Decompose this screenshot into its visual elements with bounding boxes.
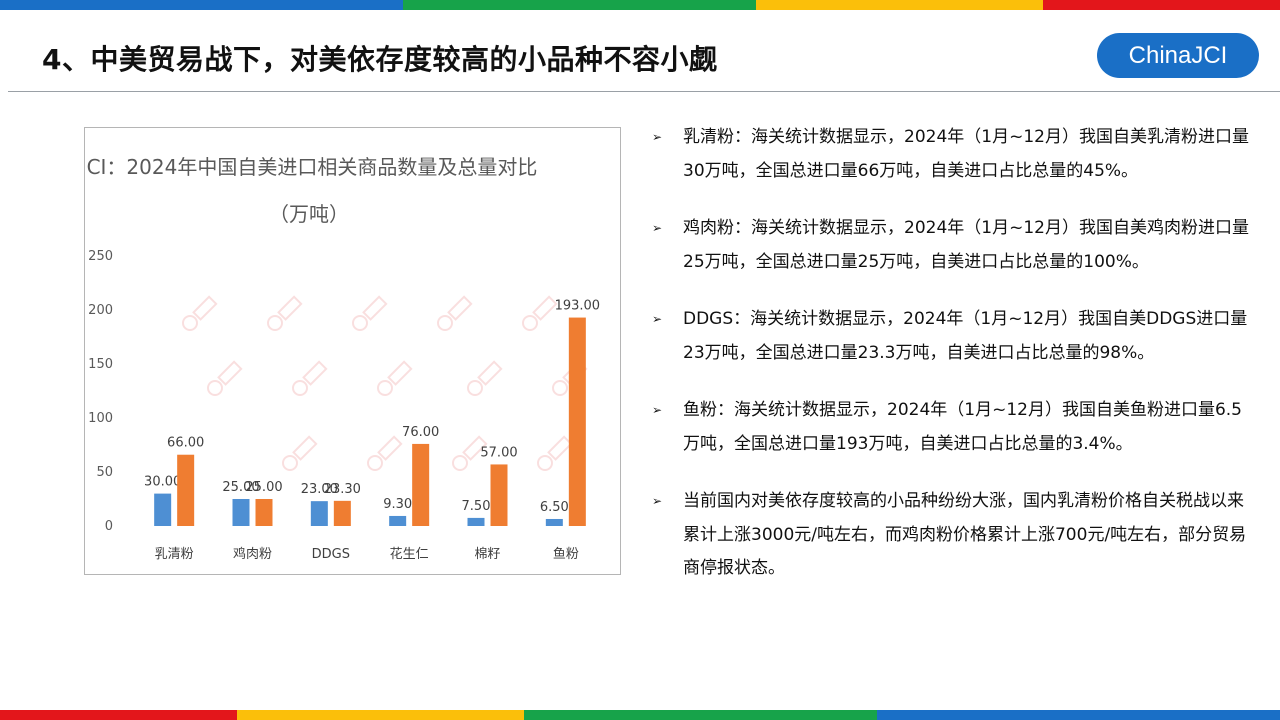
y-tick-label: 150 bbox=[88, 357, 113, 372]
watermark-mark bbox=[452, 435, 488, 471]
x-category-label: 鱼粉 bbox=[553, 546, 579, 562]
brand-badge: ChinaJCI bbox=[1097, 33, 1259, 78]
watermark-mark bbox=[182, 295, 218, 331]
bar bbox=[310, 501, 328, 526]
bar bbox=[545, 518, 563, 526]
bullet-whey: ➢ 乳清粉：海关统计数据显示，2024年（1月~12月）我国自美乳清粉进口量30… bbox=[652, 121, 1252, 188]
bar bbox=[568, 317, 586, 526]
bullet-fishmeal: ➢ 鱼粉：海关统计数据显示，2024年（1月~12月）我国自美鱼粉进口量6.5万… bbox=[652, 394, 1252, 461]
bar bbox=[467, 517, 485, 526]
y-tick-label: 250 bbox=[88, 249, 113, 264]
x-category-label: DDGS bbox=[312, 547, 350, 562]
chart-title: JCI：2024年中国自美进口相关商品数量及总量对比 bbox=[85, 155, 537, 179]
bullet-arrow-icon: ➢ bbox=[652, 221, 663, 235]
x-category-label: 棉籽 bbox=[474, 547, 500, 562]
watermark-mark bbox=[522, 295, 558, 331]
watermark-mark bbox=[377, 360, 413, 396]
chart-subtitle: （万吨） bbox=[269, 202, 349, 226]
data-label: 7.50 bbox=[462, 499, 491, 514]
stripe-blue bbox=[0, 0, 403, 10]
bullet-arrow-icon: ➢ bbox=[652, 494, 663, 508]
data-label: 6.50 bbox=[540, 500, 569, 515]
watermark-mark bbox=[282, 435, 318, 471]
bar bbox=[490, 464, 508, 526]
x-category-label: 鸡肉粉 bbox=[233, 546, 272, 562]
y-axis: 0 50 100 150 200 250 bbox=[88, 249, 113, 534]
bullet-list: ➢ 乳清粉：海关统计数据显示，2024年（1月~12月）我国自美乳清粉进口量30… bbox=[652, 121, 1252, 586]
stripe-red bbox=[0, 710, 237, 720]
bullet-arrow-icon: ➢ bbox=[652, 312, 663, 326]
stripe-blue bbox=[877, 710, 1280, 720]
bottom-color-stripe bbox=[0, 710, 1280, 720]
title-divider bbox=[8, 91, 1280, 92]
stripe-yellow bbox=[756, 0, 1043, 10]
chart-panel: JCI：2024年中国自美进口相关商品数量及总量对比 （万吨） 0 50 100 15… bbox=[84, 127, 621, 575]
bar-chart: JCI：2024年中国自美进口相关商品数量及总量对比 （万吨） 0 50 100 15… bbox=[85, 155, 600, 562]
bullet-text: 鸡肉粉：海关统计数据显示，2024年（1月~12月）我国自美鸡肉粉进口量25万吨… bbox=[683, 218, 1249, 272]
bar bbox=[412, 443, 430, 526]
watermark-mark bbox=[437, 295, 473, 331]
stripe-red bbox=[1043, 0, 1280, 10]
data-label: 25.00 bbox=[245, 480, 282, 495]
y-tick-label: 50 bbox=[96, 465, 113, 480]
x-category-label: 乳清粉 bbox=[155, 547, 194, 562]
watermark-mark bbox=[292, 360, 328, 396]
data-label: 23.00 bbox=[301, 482, 338, 497]
bar bbox=[389, 515, 407, 526]
stripe-green bbox=[403, 0, 756, 10]
bar bbox=[232, 499, 250, 526]
bullet-text: 乳清粉：海关统计数据显示，2024年（1月~12月）我国自美乳清粉进口量30万吨… bbox=[683, 127, 1249, 181]
watermark-mark bbox=[367, 435, 403, 471]
data-label: 25.00 bbox=[222, 480, 259, 495]
data-label: 66.00 bbox=[167, 436, 204, 451]
stripe-green bbox=[524, 710, 877, 720]
bar bbox=[154, 493, 172, 526]
y-tick-label: 200 bbox=[88, 303, 113, 318]
bar bbox=[177, 454, 195, 526]
bar bbox=[255, 499, 273, 526]
bullet-arrow-icon: ➢ bbox=[652, 130, 663, 144]
watermark-layer bbox=[182, 295, 588, 471]
page-title: 4、中美贸易战下，对美依存度较高的小品种不容小觑 bbox=[42, 43, 718, 76]
watermark-mark bbox=[207, 360, 243, 396]
y-tick-label: 100 bbox=[88, 411, 113, 426]
watermark-mark bbox=[352, 295, 388, 331]
data-label: 23.30 bbox=[324, 482, 361, 497]
top-color-stripe bbox=[0, 0, 1280, 10]
data-label: 57.00 bbox=[480, 445, 517, 460]
watermark-mark bbox=[537, 435, 573, 471]
bullet-text: 当前国内对美依存度较高的小品种纷纷大涨，国内乳清粉价格自关税战以来累计上涨300… bbox=[683, 491, 1247, 578]
x-category-label: 花生仁 bbox=[390, 546, 429, 562]
bullet-arrow-icon: ➢ bbox=[652, 403, 663, 417]
data-label: 9.30 bbox=[383, 497, 412, 512]
data-label: 76.00 bbox=[402, 425, 439, 440]
bullet-market-summary: ➢ 当前国内对美依存度较高的小品种纷纷大涨，国内乳清粉价格自关税战以来累计上涨3… bbox=[652, 485, 1252, 586]
bullet-chicken-meal: ➢ 鸡肉粉：海关统计数据显示，2024年（1月~12月）我国自美鸡肉粉进口量25… bbox=[652, 212, 1252, 279]
bullet-text: 鱼粉：海关统计数据显示，2024年（1月~12月）我国自美鱼粉进口量6.5万吨，… bbox=[683, 400, 1242, 454]
bar bbox=[333, 500, 351, 526]
data-label: 193.00 bbox=[555, 299, 601, 314]
stripe-yellow bbox=[237, 710, 524, 720]
watermark-mark bbox=[467, 360, 503, 396]
watermark-mark bbox=[267, 295, 303, 331]
bullet-ddgs: ➢ DDGS：海关统计数据显示，2024年（1月~12月）我国自美DDGS进口量… bbox=[652, 303, 1252, 370]
bullet-text: DDGS：海关统计数据显示，2024年（1月~12月）我国自美DDGS进口量23… bbox=[683, 309, 1248, 363]
x-axis: 乳清粉 鸡肉粉 DDGS 花生仁 棉籽 鱼粉 bbox=[155, 546, 579, 562]
y-tick-label: 0 bbox=[105, 519, 113, 534]
data-label: 30.00 bbox=[144, 475, 181, 490]
